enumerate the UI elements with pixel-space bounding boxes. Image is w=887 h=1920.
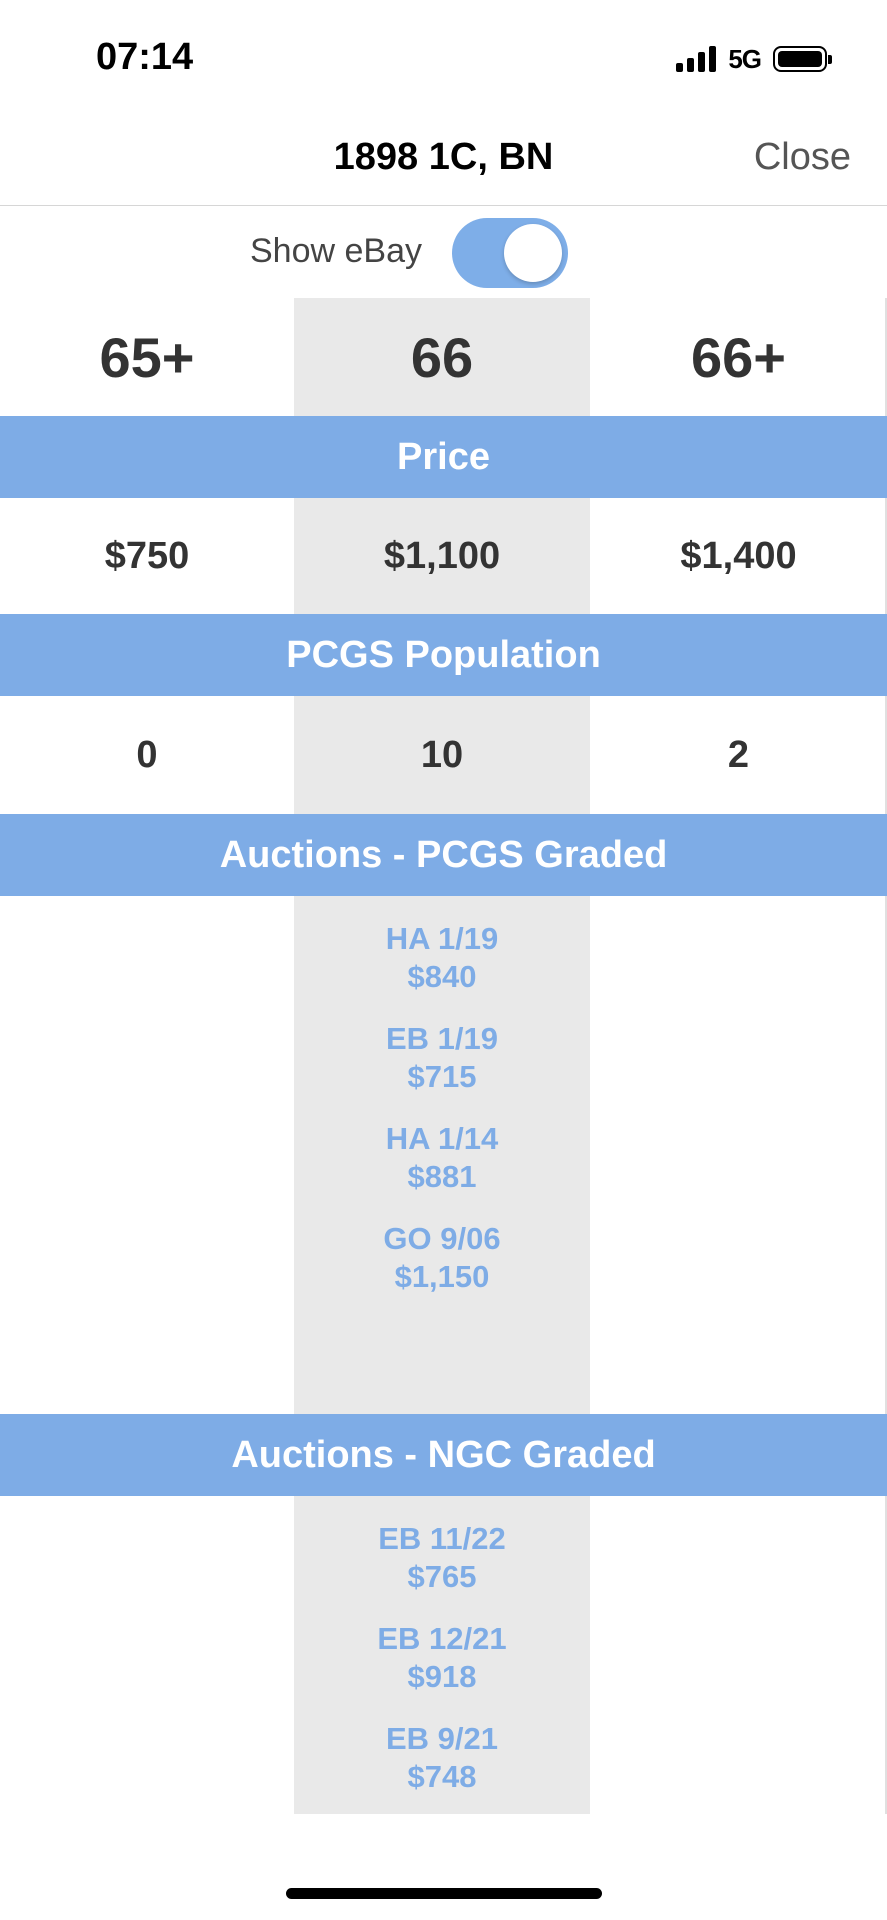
price-row: $750 $1,100 $1,400 — [0, 498, 887, 614]
battery-icon — [773, 46, 832, 72]
auction-price: $881 — [407, 1159, 477, 1194]
grade-row: 65+ 66 66+ — [0, 298, 887, 416]
close-button[interactable]: Close — [753, 136, 851, 178]
auctions-pcgs-list: HA 1/19 $840 EB 1/19 $715 HA 1/14 $881 G… — [294, 920, 590, 1320]
auction-label: EB 12/21 — [377, 1621, 507, 1656]
auctions-pcgs-header: Auctions - PCGS Graded — [0, 814, 887, 896]
highlight-column — [294, 896, 590, 1414]
status-time: 07:14 — [96, 36, 194, 78]
auction-label: EB 1/19 — [385, 1021, 498, 1056]
population-header: PCGS Population — [0, 614, 887, 696]
highlight-column — [294, 1496, 590, 1814]
grade-label: 65+ — [99, 325, 195, 389]
show-ebay-label: Show eBay — [250, 232, 422, 270]
auction-item[interactable]: EB 12/21 $918 — [294, 1620, 590, 1696]
auction-price: $1,150 — [394, 1259, 490, 1294]
auctions-ngc-header: Auctions - NGC Graded — [0, 1414, 887, 1496]
auction-price: $918 — [407, 1659, 477, 1694]
network-label: 5G — [728, 43, 762, 74]
auction-item[interactable]: EB 11/22 $765 — [294, 1520, 590, 1596]
population-value: 10 — [420, 733, 464, 776]
auction-price: $715 — [407, 1059, 477, 1094]
auction-label: EB 9/21 — [385, 1721, 498, 1756]
nav-bar: 1898 1C, BN Close — [0, 110, 887, 206]
population-value: 2 — [727, 733, 750, 776]
price-value: $1,400 — [680, 534, 797, 577]
auction-item[interactable]: EB 1/19 $715 — [294, 1020, 590, 1096]
auction-price: $840 — [407, 959, 477, 994]
grade-label: 66+ — [691, 325, 786, 389]
auction-item[interactable]: HA 1/19 $840 — [294, 920, 590, 996]
population-row: 0 10 2 — [0, 696, 887, 814]
highlight-column — [294, 298, 590, 416]
home-indicator[interactable] — [286, 1888, 602, 1899]
highlight-column — [294, 498, 590, 614]
show-ebay-toggle[interactable] — [452, 218, 568, 288]
auction-item[interactable]: GO 9/06 $1,150 — [294, 1220, 590, 1296]
auctions-ngc-list: EB 11/22 $765 EB 12/21 $918 EB 9/21 $748 — [294, 1520, 590, 1820]
auction-label: EB 11/22 — [378, 1521, 506, 1556]
auction-label: HA 1/14 — [385, 1121, 499, 1156]
price-value: $1,100 — [383, 534, 501, 577]
grade-label: 66 — [410, 325, 474, 389]
auction-item[interactable]: EB 9/21 $748 — [294, 1720, 590, 1796]
page-title: 1898 1C, BN — [333, 136, 554, 178]
toggle-knob — [504, 224, 562, 282]
population-value: 0 — [136, 733, 158, 776]
auction-price: $748 — [407, 1759, 477, 1794]
auction-price: $765 — [407, 1559, 477, 1594]
show-ebay-row: Show eBay — [0, 206, 887, 298]
auction-label: HA 1/19 — [385, 921, 499, 956]
auction-label: GO 9/06 — [383, 1221, 501, 1256]
auction-item[interactable]: HA 1/14 $881 — [294, 1120, 590, 1196]
price-header: Price — [0, 416, 887, 498]
status-bar: 07:14 5G — [0, 0, 887, 110]
highlight-column — [294, 696, 590, 814]
status-icons: 5G — [676, 42, 832, 76]
price-value: $750 — [104, 534, 190, 577]
signal-icon — [676, 46, 717, 72]
